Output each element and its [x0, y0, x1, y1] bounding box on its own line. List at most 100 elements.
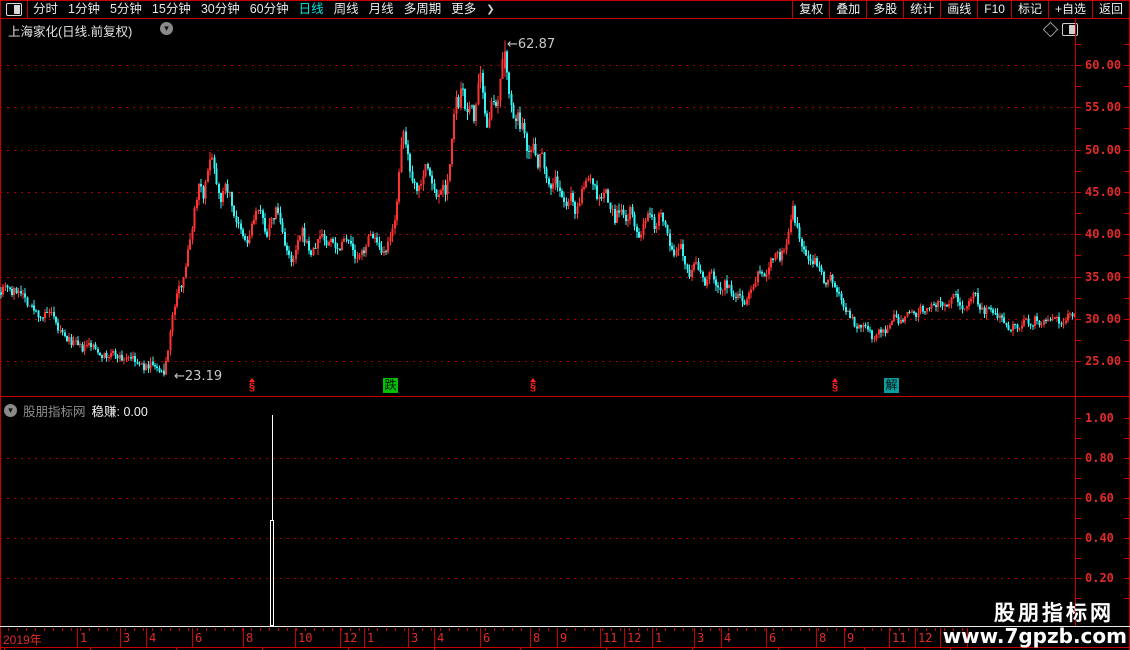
gridline-30 [0, 318, 1075, 320]
time-separator [816, 628, 817, 647]
period-item-月线[interactable]: 月线 [368, 2, 394, 16]
axis-tick [1076, 297, 1081, 299]
ind-axis-tick [1076, 498, 1081, 499]
time-label-9-13: 9 [560, 631, 568, 645]
axis-tick [1076, 170, 1081, 172]
ind-axis-tick-right [1124, 438, 1129, 439]
spike-bar [270, 520, 274, 626]
period-item-60分钟[interactable]: 60分钟 [249, 2, 289, 16]
time-separator-end [967, 628, 968, 647]
ind-axis-tick-right [1124, 558, 1129, 559]
indicator-dropdown-icon[interactable]: ▾ [4, 404, 17, 417]
ind-axis-tick-right [1124, 418, 1129, 419]
time-label-8-20: 8 [819, 631, 827, 645]
time-separator [721, 628, 722, 647]
period-item-更多[interactable]: 更多 [451, 2, 477, 16]
bottom-strip-separator [348, 648, 349, 650]
layout-toggle-icon[interactable] [6, 3, 22, 16]
time-label-3-2: 3 [123, 631, 131, 645]
time-separator [694, 628, 695, 647]
indicator-label-0.20: 0.20 [1085, 571, 1114, 585]
gridline-60 [0, 65, 1075, 66]
ind-axis-tick [1076, 438, 1081, 439]
indicator-source: 股朋指标网 [23, 405, 86, 419]
axis-tick-right [1124, 170, 1129, 172]
ind-axis-tick [1076, 558, 1081, 559]
axis-tick [1076, 361, 1081, 363]
title-dropdown-icon[interactable]: ▾ [160, 22, 173, 35]
gridline-25 [0, 361, 1075, 363]
time-label-4-3: 4 [149, 631, 157, 645]
period-item-周线[interactable]: 周线 [333, 2, 359, 16]
toolbar-button-复权[interactable]: 复权 [792, 0, 829, 18]
time-label-8-12: 8 [533, 631, 541, 645]
period-item-15分钟[interactable]: 15分钟 [151, 2, 191, 16]
gridline-55 [0, 107, 1075, 109]
axis-tick-right [1124, 128, 1129, 130]
axis-tick-right [1124, 318, 1129, 320]
ind-axis-tick-right [1124, 578, 1129, 579]
sell-signal-marker: § [527, 378, 539, 393]
time-separator [889, 628, 890, 647]
time-separator [600, 628, 601, 647]
bottom-strip-separator [864, 648, 865, 650]
axis-tick [1076, 128, 1081, 130]
toolbar-button-多股[interactable]: 多股 [866, 0, 903, 18]
toolbar-bottom-border [0, 18, 1130, 19]
time-separator [915, 628, 916, 647]
panel-separator [0, 396, 1130, 397]
toolbar-button-返回[interactable]: 返回 [1091, 0, 1129, 18]
toolbar-button-统计[interactable]: 统计 [903, 0, 940, 18]
ind-axis-tick [1076, 458, 1081, 459]
period-item-日线[interactable]: 日线 [298, 2, 324, 16]
period-item-1分钟[interactable]: 1分钟 [68, 2, 100, 16]
toolbar-button-F10[interactable]: F10 [977, 0, 1011, 18]
time-label-10-6: 10 [298, 631, 313, 645]
period-item-分时[interactable]: 分时 [33, 2, 59, 16]
time-separator [530, 628, 531, 647]
split-pane-icon[interactable] [1062, 23, 1078, 36]
toolbar-button-+自选[interactable]: +自选 [1047, 0, 1092, 18]
time-label-11-14: 11 [603, 631, 618, 645]
indicator-label-1.00: 1.00 [1085, 411, 1114, 425]
axis-tick [1076, 234, 1081, 236]
time-separator [340, 628, 341, 647]
ind-axis-tick [1076, 598, 1081, 599]
ind-gridline-0.2 [0, 578, 1075, 579]
time-label-6-4: 6 [195, 631, 203, 645]
time-separator [480, 628, 481, 647]
toolbar-button-画线[interactable]: 画线 [940, 0, 977, 18]
time-separator [243, 628, 244, 647]
toolbar-button-叠加[interactable]: 叠加 [829, 0, 866, 18]
axis-tick-right [1124, 255, 1129, 257]
toolbar-button-标记[interactable]: 标记 [1010, 0, 1048, 18]
diamond-icon[interactable] [1042, 21, 1059, 38]
time-axis-bottom-border [0, 647, 1130, 648]
axis-tick-right [1124, 86, 1129, 88]
axis-tick [1076, 86, 1081, 88]
time-label-12-7: 12 [343, 631, 358, 645]
period-toolbar: 分时 1分钟 5分钟 15分钟 30分钟 60分钟 日线 周线 月线 多周期 更多 ❯ 复权 叠加 多股统… [0, 0, 1130, 18]
time-label-11-22: 11 [892, 631, 907, 645]
candlestick-chart[interactable] [0, 38, 1075, 396]
axis-tick-right [1124, 65, 1129, 66]
axis-tick-right [1124, 43, 1129, 45]
ind-axis-tick [1076, 578, 1081, 579]
toolbar-right-items: 复权 叠加 多股 统计 画线 F10 标记 +自选 返回 [792, 0, 1129, 18]
period-item-5分钟[interactable]: 5分钟 [109, 2, 142, 16]
period-item-30分钟[interactable]: 30分钟 [200, 2, 240, 16]
price-label-25.00: 25.00 [1085, 354, 1122, 369]
period-item-多周期[interactable]: 多周期 [403, 2, 442, 16]
fall-badge-marker: 跌 [383, 378, 398, 393]
time-label-2019年-0: 2019年 [3, 633, 42, 647]
ind-axis-tick-right [1124, 478, 1129, 479]
time-label-4-10: 4 [437, 631, 445, 645]
bottom-strip-separator [606, 648, 607, 650]
axis-tick [1076, 276, 1081, 278]
axis-tick [1076, 318, 1081, 320]
time-separator [192, 628, 193, 647]
price-label-50.00: 50.00 [1085, 142, 1122, 157]
axis-tick [1076, 255, 1081, 257]
bottom-strip-separator [950, 648, 951, 650]
axis-tick-right [1124, 339, 1129, 341]
